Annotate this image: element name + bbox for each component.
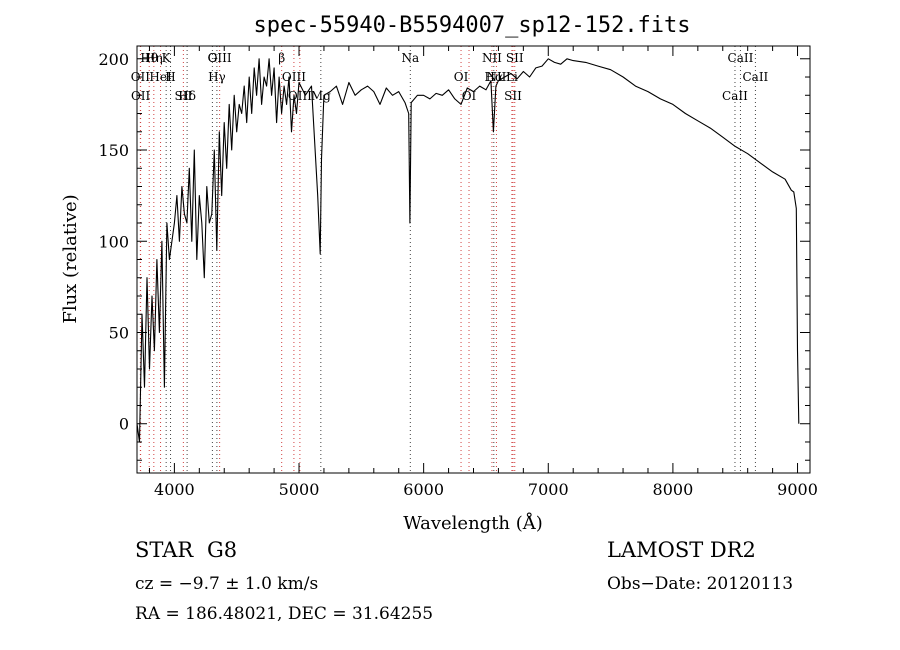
emission-line-label: NII	[482, 51, 502, 65]
absorption-line-label: K	[162, 51, 172, 65]
emission-line-label: SII	[175, 89, 193, 103]
x-tick-label: 5000	[279, 480, 320, 499]
emission-line-label: NII	[486, 70, 506, 84]
absorption-line-label: Hγ	[208, 70, 226, 84]
chart-title: spec-55940-B5594007_sp12-152.fits	[253, 13, 690, 38]
coordinates: RA = 186.48021, DEC = 31.64255	[135, 604, 434, 624]
absorption-line-label: Hα	[485, 70, 504, 84]
y-axis: 0 50 100 150 200	[98, 50, 810, 461]
x-tick-label: 7000	[528, 480, 569, 499]
y-tick-label: 0	[119, 415, 129, 434]
absorption-line-label: G	[208, 51, 218, 65]
x-axis-label: Wavelength (Å)	[403, 512, 543, 534]
spectral-line-labels: HθOIIOIIHηHeISIIOIIIOIIIOIIIβOIOINIINIIS…	[131, 51, 769, 103]
emission-line-label: SII	[506, 51, 524, 65]
y-axis-label: Flux (relative)	[60, 194, 81, 323]
observation-date: Obs−Date: 20120113	[607, 574, 794, 594]
emission-line-label: OI	[454, 70, 469, 84]
absorption-line-label: Na	[401, 51, 419, 65]
emission-line-label: OIII	[282, 70, 306, 84]
object-class: STAR	[135, 538, 194, 562]
emission-line-label: OII	[131, 89, 151, 103]
spectrum-series-line	[136, 58, 800, 443]
x-tick-label: 6000	[403, 480, 444, 499]
emission-line-label: HeI	[149, 70, 172, 84]
emission-line-label: SII	[504, 89, 522, 103]
absorption-line-label: Hδ	[178, 89, 196, 103]
spectral-line-markers	[139, 46, 756, 473]
emission-line-label: Hη	[145, 51, 163, 65]
absorption-line-label: CaII	[722, 89, 748, 103]
series-group	[136, 58, 800, 443]
y-tick-label: 150	[98, 141, 129, 160]
x-tick-label: 8000	[653, 480, 694, 499]
absorption-line-label: H	[165, 70, 175, 84]
plot-frame	[136, 45, 811, 474]
redshift-velocity: cz = −9.7 ± 1.0 km/s	[135, 574, 319, 594]
emission-line-label: β	[278, 51, 285, 65]
object-subclass: G8	[207, 538, 238, 562]
x-tick-label: 9000	[777, 480, 818, 499]
y-tick-label: 50	[109, 323, 129, 342]
survey-name: LAMOST DR2	[607, 538, 756, 562]
x-tick-label: 4000	[154, 480, 195, 499]
y-tick-label: 200	[98, 50, 129, 69]
absorption-line-label: CaII	[742, 70, 768, 84]
y-tick-label: 100	[98, 232, 129, 251]
absorption-line-label: Mg	[311, 89, 331, 103]
emission-line-label: Hθ	[140, 51, 158, 65]
x-axis: 4000 5000 6000 7000 8000 9000	[148, 46, 818, 499]
emission-line-label: OIII	[208, 51, 232, 65]
emission-line-label: Li	[506, 70, 518, 84]
absorption-line-label: CaII	[728, 51, 754, 65]
